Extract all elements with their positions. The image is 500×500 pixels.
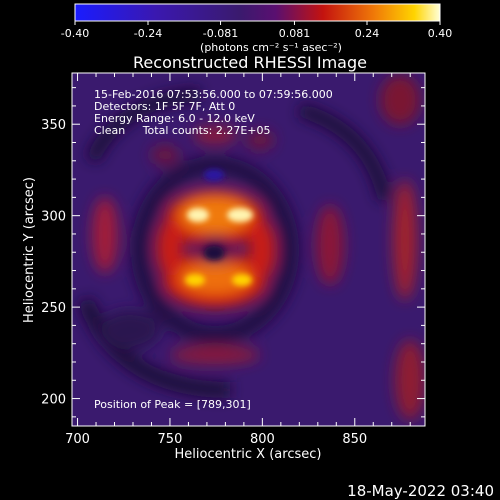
colorbar-tick-label: -0.081 (203, 27, 238, 40)
x-tick-label: 800 (250, 432, 275, 447)
footer-date: 18-May-2022 03:40 (347, 482, 494, 500)
colorbar-tick-label: 0.081 (279, 27, 311, 40)
peak-position-label: Position of Peak = [789,301] (94, 398, 251, 411)
chart-title: Reconstructed RHESSI Image (133, 53, 367, 72)
colorbar: -0.40 -0.24 -0.081 0.081 0.24 0.40 (photons c… (61, 3, 452, 54)
x-tick-label: 750 (158, 432, 183, 447)
colorbar-tick-label: -0.40 (61, 27, 89, 40)
info-line: Detectors: 1F 5F 7F, Att 0 (94, 100, 235, 113)
axes: 700 750 800 850 200 250 300 350 (41, 73, 425, 447)
y-tick-label: 200 (41, 393, 66, 408)
y-tick-label: 350 (41, 118, 66, 133)
colorbar-gradient (74, 3, 441, 22)
info-line: 15-Feb-2016 07:53:56.000 to 07:59:56.000 (94, 88, 333, 101)
plot-frame (71, 72, 426, 427)
colorbar-unit-label: (photons cm⁻² s⁻¹ asec⁻²) (200, 41, 342, 54)
y-tick-label: 300 (41, 210, 66, 225)
x-axis-title: Heliocentric X (arcsec) (175, 447, 322, 462)
x-tick-label: 850 (342, 432, 367, 447)
observation-info: 15-Feb-2016 07:53:56.000 to 07:59:56.000… (94, 88, 333, 137)
y-axis-title: Heliocentric Y (arcsec) (22, 177, 37, 323)
heatmap-image (72, 73, 425, 426)
colorbar-ticks: -0.40 -0.24 -0.081 0.081 0.24 0.40 (61, 21, 452, 40)
colorbar-tick-label: -0.24 (134, 27, 162, 40)
info-line: Energy Range: 6.0 - 12.0 keV (94, 112, 255, 125)
colorbar-tick-label: 0.40 (428, 27, 453, 40)
info-line: Clean Total counts: 2.27E+05 (94, 124, 271, 137)
x-tick-label: 700 (65, 432, 90, 447)
y-tick-label: 250 (41, 301, 66, 316)
colorbar-tick-label: 0.24 (355, 27, 380, 40)
